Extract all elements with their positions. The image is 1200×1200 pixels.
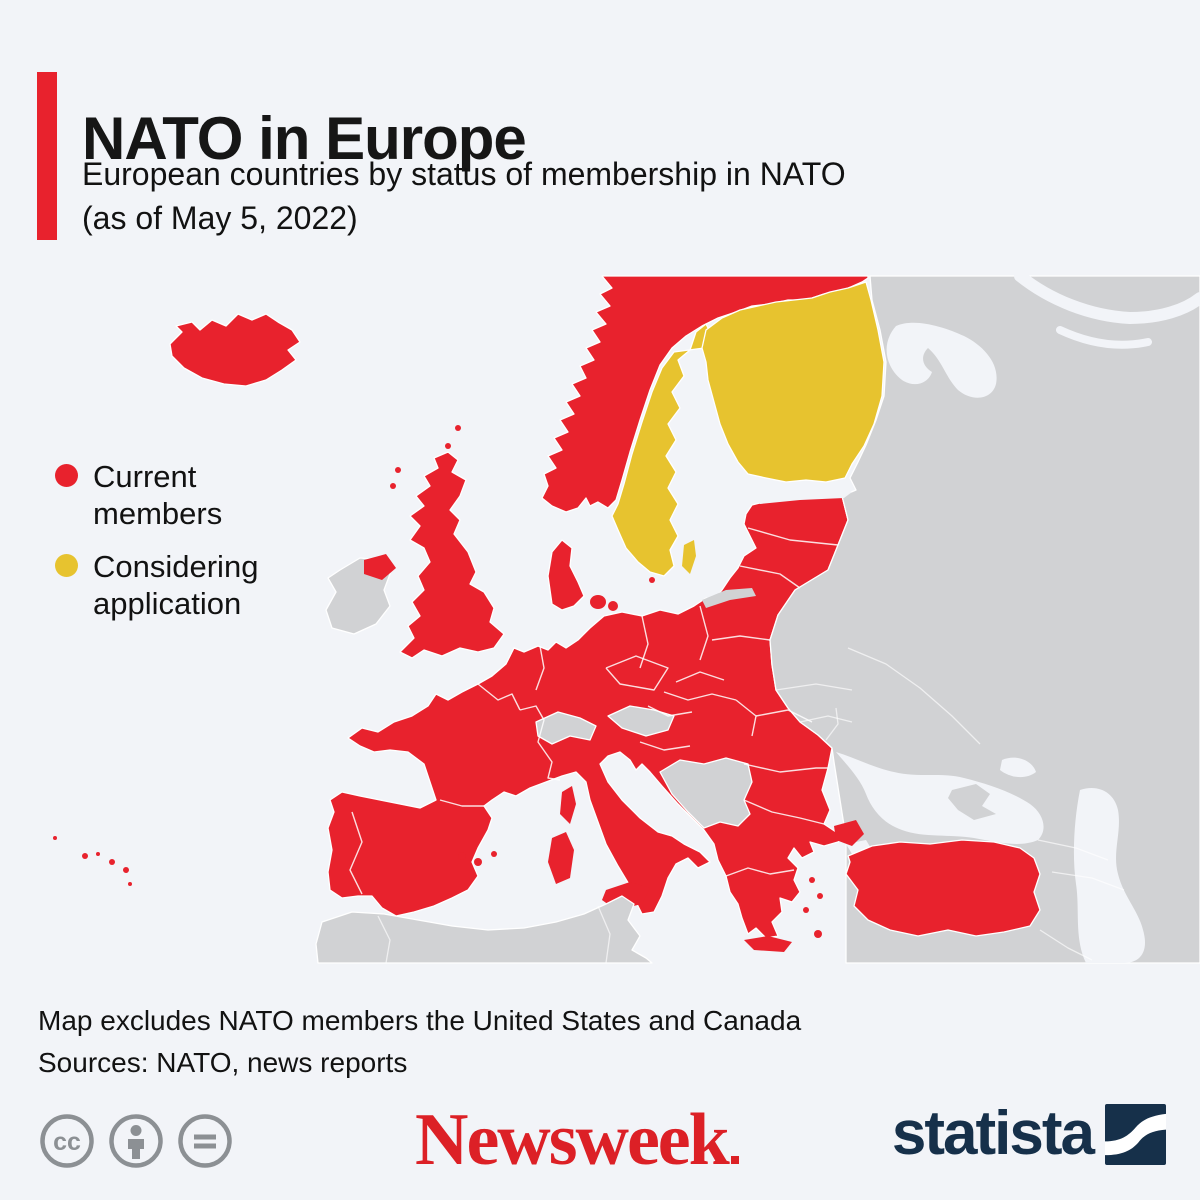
- island-zealand: [590, 595, 606, 609]
- island-corsica: [560, 786, 576, 824]
- caspian-sea: [1073, 788, 1146, 963]
- statista-logo: statista: [891, 1099, 1166, 1168]
- island-aegean-2: [817, 893, 823, 899]
- island-balearic-2: [474, 858, 482, 866]
- island-aegean-1: [809, 877, 815, 883]
- island-azores-4: [109, 859, 115, 865]
- black-sea: [836, 752, 1044, 844]
- island-aegean-3: [803, 907, 809, 913]
- country-turkey-thrace: [834, 820, 864, 846]
- newsweek-logo: Newsweek: [415, 1098, 739, 1183]
- subtitle-line-1: European countries by status of membersh…: [82, 156, 846, 192]
- region-north-africa: [315, 895, 653, 964]
- island-cyprus: [872, 934, 902, 948]
- island-azores-1: [53, 836, 57, 840]
- region-northern-ireland: [364, 554, 396, 580]
- gulf-of-finland: [742, 478, 852, 504]
- island-azores-3: [96, 852, 100, 856]
- country-united-kingdom: [399, 451, 505, 659]
- island-gotland: [682, 540, 696, 574]
- island-hebrides-2: [390, 483, 396, 489]
- considering-application-dot-icon: [55, 554, 78, 577]
- country-denmark: [547, 539, 585, 611]
- island-hebrides: [395, 467, 401, 473]
- legend-item-considering-application: Considering application: [55, 548, 328, 622]
- footnote-sources: Sources: NATO, news reports: [38, 1047, 408, 1078]
- page-title: NATO in Europe: [82, 105, 527, 173]
- no-derivatives-icon: [178, 1114, 232, 1168]
- country-turkey: [845, 839, 1041, 937]
- arctic-channel-2: [1056, 326, 1152, 349]
- island-crete: [744, 936, 792, 952]
- country-sweden: [611, 323, 713, 577]
- country-austria: [607, 705, 675, 737]
- arctic-channel: [1014, 270, 1200, 325]
- statista-logo-text: statista: [891, 1099, 1095, 1168]
- country-borders-nonmembers: [377, 647, 1125, 964]
- island-shetland: [455, 425, 461, 431]
- svg-text:cc: cc: [53, 1128, 81, 1156]
- title-accent-bar: [37, 72, 57, 240]
- cc-icon: cc: [40, 1114, 94, 1168]
- white-sea: [886, 322, 997, 398]
- legend-item-current-members: Current members: [55, 458, 328, 532]
- island-azores-2: [82, 853, 88, 859]
- island-funen: [608, 601, 618, 611]
- country-iceland: [169, 313, 301, 387]
- country-continental-members: [327, 495, 851, 939]
- island-azores-5: [123, 867, 129, 873]
- island-balearic-3: [491, 851, 497, 857]
- license-icons: cc: [38, 1112, 234, 1170]
- footnotes: Map excludes NATO members the United Sta…: [38, 1000, 801, 1084]
- sea-of-azov: [1000, 757, 1036, 778]
- island-azores-6: [128, 882, 132, 886]
- island-balearic-1: [458, 852, 466, 860]
- region-western-balkans: [659, 757, 753, 829]
- region-crimea: [948, 784, 996, 820]
- country-finland: [701, 281, 885, 483]
- island-orkney: [445, 443, 451, 449]
- legend-label-considering-application: Considering application: [93, 549, 259, 621]
- current-members-dot-icon: [55, 464, 78, 487]
- island-sardinia: [548, 832, 574, 884]
- subtitle-line-2: (as of May 5, 2022): [82, 200, 358, 236]
- map-legend: Current members Considering application: [55, 458, 328, 638]
- attribution-icon: [109, 1114, 163, 1168]
- page-subtitle: European countries by status of membersh…: [82, 152, 982, 240]
- country-switzerland: [535, 711, 597, 745]
- island-bornholm: [649, 577, 655, 583]
- newsweek-logo-text: Newsweek: [415, 1099, 730, 1181]
- country-borders-members: [349, 527, 839, 895]
- footnote-exclusion: Map excludes NATO members the United Sta…: [38, 1005, 802, 1036]
- newsweek-logo-dot: [730, 1156, 739, 1164]
- legend-label-current-members: Current members: [93, 459, 223, 531]
- statista-logo-icon: [1105, 1104, 1166, 1165]
- island-rhodes: [814, 930, 822, 938]
- region-kaliningrad: [702, 588, 756, 608]
- country-norway: [541, 275, 869, 513]
